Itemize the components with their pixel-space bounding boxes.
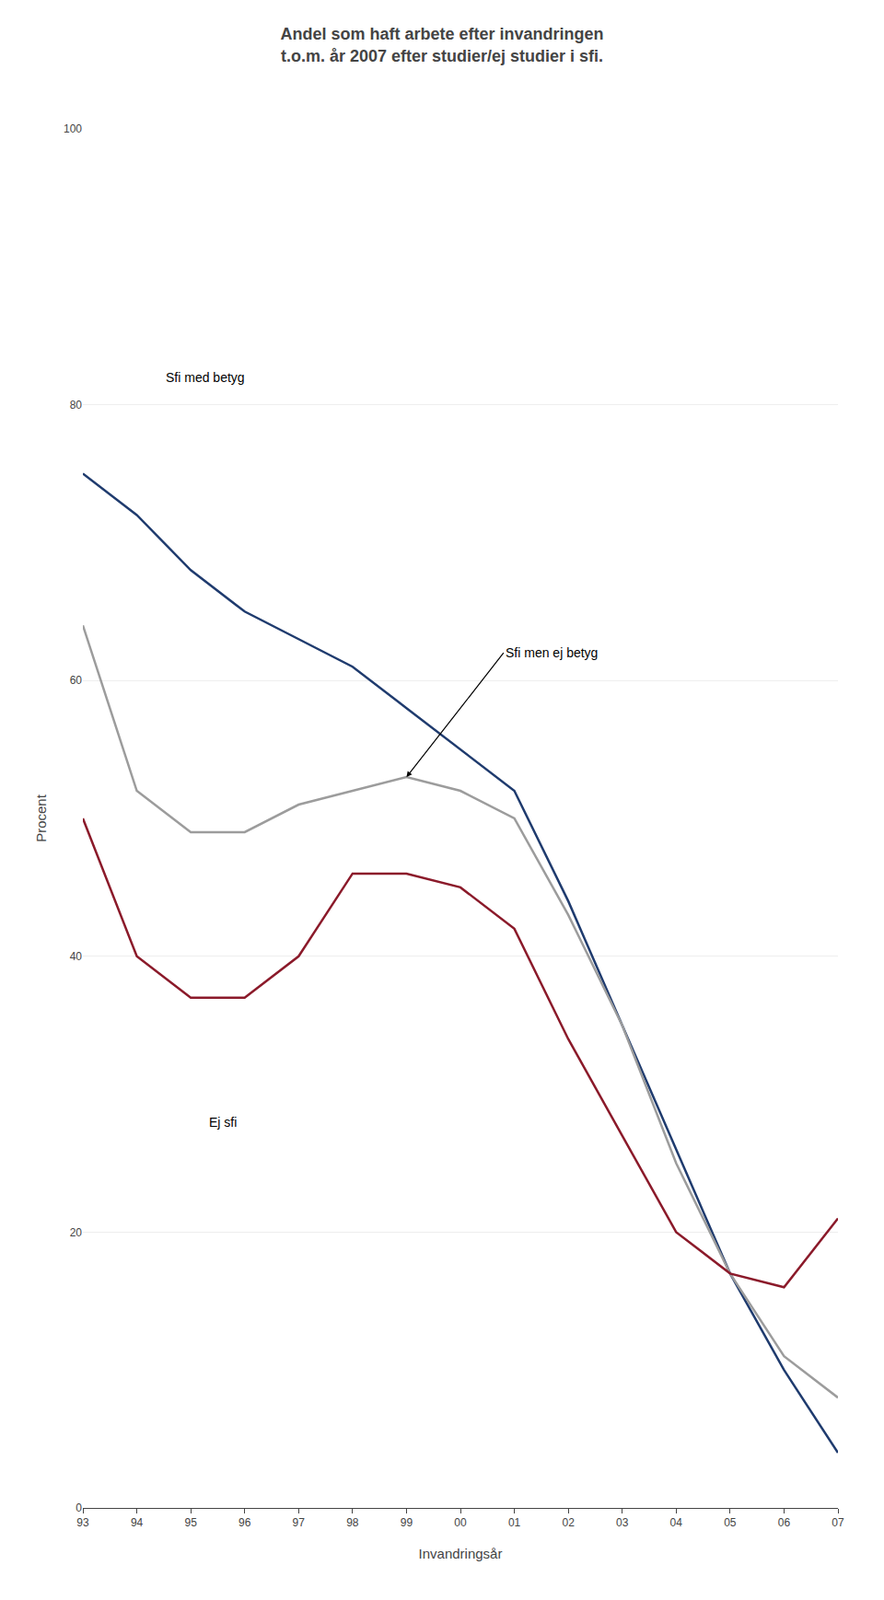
svg-text:00: 00 xyxy=(453,1516,467,1530)
svg-text:80: 80 xyxy=(69,398,83,412)
svg-text:93: 93 xyxy=(76,1516,90,1530)
svg-text:40: 40 xyxy=(69,950,83,964)
svg-text:Invandringsår: Invandringsår xyxy=(418,1546,503,1562)
svg-text:02: 02 xyxy=(561,1516,575,1530)
svg-text:06: 06 xyxy=(778,1516,791,1530)
svg-text:07: 07 xyxy=(831,1516,845,1530)
svg-text:95: 95 xyxy=(184,1516,198,1530)
svg-text:03: 03 xyxy=(616,1516,629,1530)
svg-text:97: 97 xyxy=(292,1516,306,1530)
svg-text:05: 05 xyxy=(723,1516,737,1530)
svg-text:Andel som haft arbete efter in: Andel som haft arbete efter invandringen… xyxy=(279,24,604,65)
svg-text:01: 01 xyxy=(508,1516,522,1530)
svg-text:20: 20 xyxy=(69,1226,83,1240)
svg-text:99: 99 xyxy=(400,1516,414,1530)
svg-text:Procent: Procent xyxy=(33,793,49,843)
svg-text:100: 100 xyxy=(63,122,82,136)
svg-text:98: 98 xyxy=(346,1516,360,1530)
svg-text:Sfi med betyg: Sfi med betyg xyxy=(165,370,245,385)
svg-text:94: 94 xyxy=(130,1516,144,1530)
svg-text:0: 0 xyxy=(75,1501,82,1515)
svg-text:Ej sfi: Ej sfi xyxy=(209,1115,237,1130)
svg-text:Sfi men ej betyg: Sfi men ej betyg xyxy=(505,645,598,661)
svg-text:04: 04 xyxy=(670,1516,684,1530)
svg-text:60: 60 xyxy=(69,674,83,687)
svg-text:96: 96 xyxy=(238,1516,252,1530)
